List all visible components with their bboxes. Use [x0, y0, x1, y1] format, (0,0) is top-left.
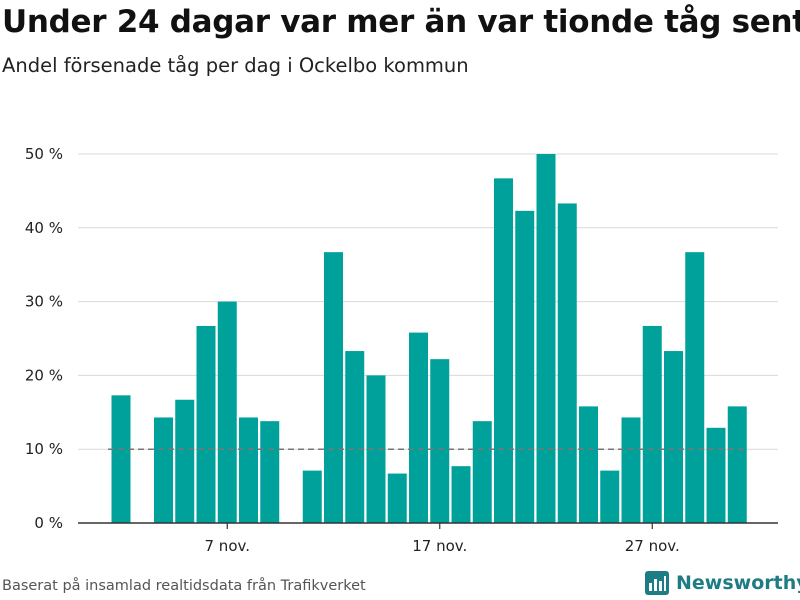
source-note: Baserat på insamlad realtidsdata från Tr…: [2, 578, 366, 594]
newsworthy-logo-icon: [645, 571, 669, 595]
bar: [302, 470, 322, 523]
logo-text: Newsworthy: [676, 572, 800, 594]
x-axis: 7 nov. 17 nov. 27 nov.: [78, 522, 778, 555]
x-tick-label: 7 nov.: [205, 537, 250, 555]
bar: [217, 301, 237, 523]
bar: [430, 359, 450, 523]
bar: [664, 351, 683, 523]
bar: [515, 210, 535, 524]
x-tick-label: 17 nov.: [412, 537, 467, 555]
bar: [409, 332, 428, 523]
bar: [175, 399, 195, 523]
bar: [196, 325, 216, 523]
bar: [239, 417, 258, 523]
bar: [600, 470, 620, 523]
bar: [727, 406, 747, 523]
bar: [260, 421, 280, 523]
y-tick-label: 40 %: [25, 219, 63, 237]
bar: [536, 154, 556, 523]
bar: [451, 466, 471, 523]
y-tick-label: 0 %: [34, 514, 63, 532]
bar: [642, 325, 662, 523]
bar: [579, 406, 598, 523]
bar: [494, 178, 513, 523]
bar: [472, 421, 492, 523]
chart-title: Under 24 dagar var mer än var tionde tåg…: [2, 4, 800, 40]
bar: [154, 417, 173, 523]
bar: [706, 427, 726, 523]
bar: [324, 252, 343, 524]
bar: [685, 252, 705, 524]
bar: [366, 375, 386, 523]
y-tick-label: 10 %: [25, 440, 63, 458]
bar: [111, 395, 131, 523]
bar: [557, 203, 577, 524]
newsworthy-logo: Newsworthy: [644, 570, 800, 596]
bars: [111, 154, 747, 524]
chart-subtitle: Andel försenade tåg per dag i Ockelbo ko…: [2, 54, 469, 77]
y-axis: 0 % 10 % 20 % 30 % 40 % 50 %: [25, 145, 63, 532]
bar: [345, 351, 365, 523]
y-tick-label: 50 %: [25, 145, 63, 163]
bar: [621, 417, 641, 523]
y-tick-label: 20 %: [25, 366, 63, 384]
x-tick-label: 27 nov.: [625, 537, 680, 555]
y-tick-label: 30 %: [25, 293, 63, 311]
bar: [387, 473, 407, 523]
